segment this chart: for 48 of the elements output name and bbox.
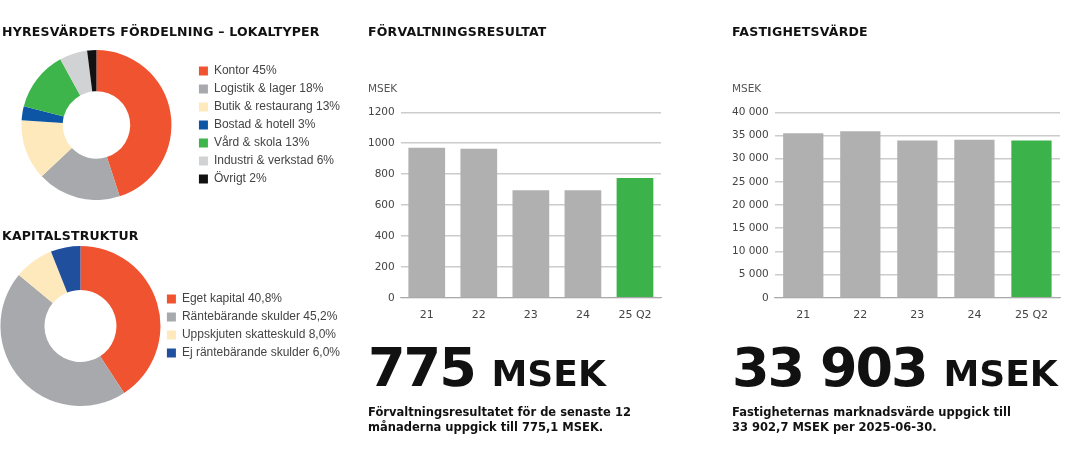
legend-label: Eget kapital 40,8%	[181, 291, 283, 306]
legend-label: Kontor 45%	[213, 63, 277, 78]
chart-title: HYRESVÄRDETS FÖRDELNING – LOKALTYPER	[2, 24, 320, 39]
y-tick-label: 10 000	[731, 244, 769, 257]
y-axis-title: MSEK	[368, 82, 398, 94]
y-tick-label: 25 000	[731, 174, 769, 187]
y-tick-label: 600	[374, 197, 395, 210]
y-tick-label: 400	[374, 228, 395, 241]
x-tick-label: 21	[796, 308, 811, 322]
legend-label: Logistik & lager 18%	[213, 81, 324, 96]
y-tick-label: 800	[374, 166, 395, 179]
x-tick-label: 21	[419, 308, 434, 322]
y-tick-label: 35 000	[731, 128, 769, 141]
chart-title: FÖRVALTNINGSRESULTAT	[368, 24, 547, 39]
legend-label: Bostad & hotell 3%	[213, 117, 316, 132]
legend-label: Övrigt 2%	[213, 171, 267, 186]
y-tick-label: 1200	[367, 105, 395, 118]
bar	[616, 178, 654, 298]
y-tick-label: 0	[762, 290, 769, 303]
x-tick-label: 22	[471, 308, 486, 322]
y-tick-label: 5 000	[738, 267, 769, 280]
x-tick-label: 25 Q2	[1014, 308, 1049, 322]
legend-label: Butik & restaurang 13%	[213, 99, 341, 114]
y-tick-label: 1000	[367, 135, 395, 148]
text: Förvaltningsresultatet för de senaste 12 månaderna uppgick till 775,1 MSEK.	[368, 405, 632, 435]
y-tick-label: 0	[388, 290, 395, 303]
legend-label: Ej räntebärande skulder 6,0%	[181, 345, 341, 360]
y-tick-label: 15 000	[731, 220, 769, 233]
chart-title: FASTIGHETSVÄRDE	[732, 24, 868, 39]
y-tick-label: 30 000	[731, 151, 769, 164]
x-tick-label: 23	[910, 308, 925, 322]
text: Fastigheternas marknadsvärde uppgick till 33 902,7 MSEK per 2025-06-30.	[732, 405, 1012, 435]
x-tick-label: 23	[523, 308, 538, 322]
x-tick-label: 25 Q2	[618, 308, 652, 322]
legend-label: Uppskjuten skatteskuld 8,0%	[181, 327, 337, 342]
x-tick-label: 24	[575, 308, 590, 322]
y-tick-label: 20 000	[731, 197, 769, 210]
legend-label: Räntebärande skulder 45,2%	[181, 309, 338, 324]
y-tick-label: 40 000	[731, 105, 769, 118]
text: 33 903 MSEK	[732, 336, 1058, 401]
legend-label: Vård & skola 13%	[213, 135, 310, 150]
legend-label: Industri & verkstad 6%	[213, 153, 335, 168]
text: 775 MSEK	[368, 336, 606, 401]
y-tick-label: 200	[374, 259, 395, 272]
x-tick-label: 22	[853, 308, 868, 322]
y-axis-title: MSEK	[732, 82, 762, 94]
x-tick-label: 24	[967, 308, 982, 322]
chart-title: KAPITALSTRUKTUR	[2, 228, 139, 243]
